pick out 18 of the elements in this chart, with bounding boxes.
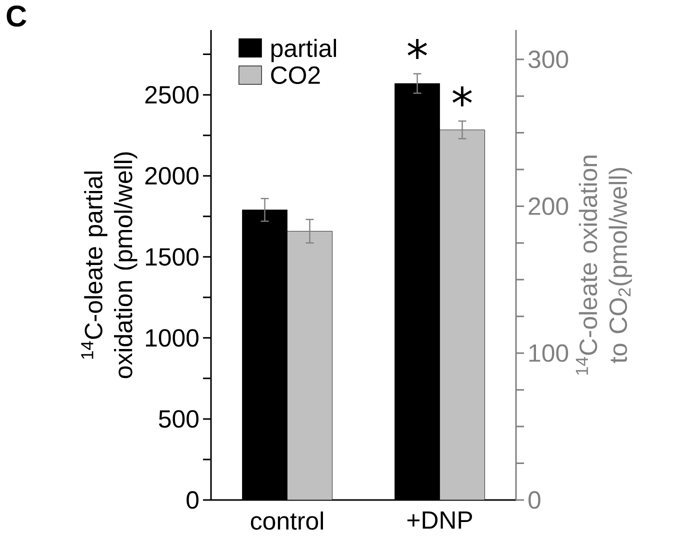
y2-tick-label: 300: [528, 50, 568, 68]
x-tick-label: control: [250, 512, 323, 530]
annotation: *: [452, 86, 472, 106]
y-axis-title: $^{14}$C-oleate partial oxidation (pmol/well): [81, 152, 138, 378]
y-tick-label: 500: [158, 410, 198, 428]
y-tick-label: 1500: [146, 248, 198, 266]
y2-tick-label: 0: [528, 491, 540, 509]
y2-tick-label: 200: [528, 197, 568, 216]
y-tick-label: 2000: [145, 167, 198, 185]
legend-label: CO2: [271, 66, 320, 84]
y2-tick-label: 100: [529, 344, 568, 362]
x-tick-label: +DNP: [407, 512, 472, 529]
legend-label: partial: [271, 38, 336, 62]
y-tick-label: 1000: [146, 329, 198, 347]
text: C: [6, 6, 26, 27]
y-tick-label: 0: [186, 491, 199, 509]
y-tick-label: 2500: [145, 86, 198, 104]
annotation: *: [408, 39, 427, 60]
